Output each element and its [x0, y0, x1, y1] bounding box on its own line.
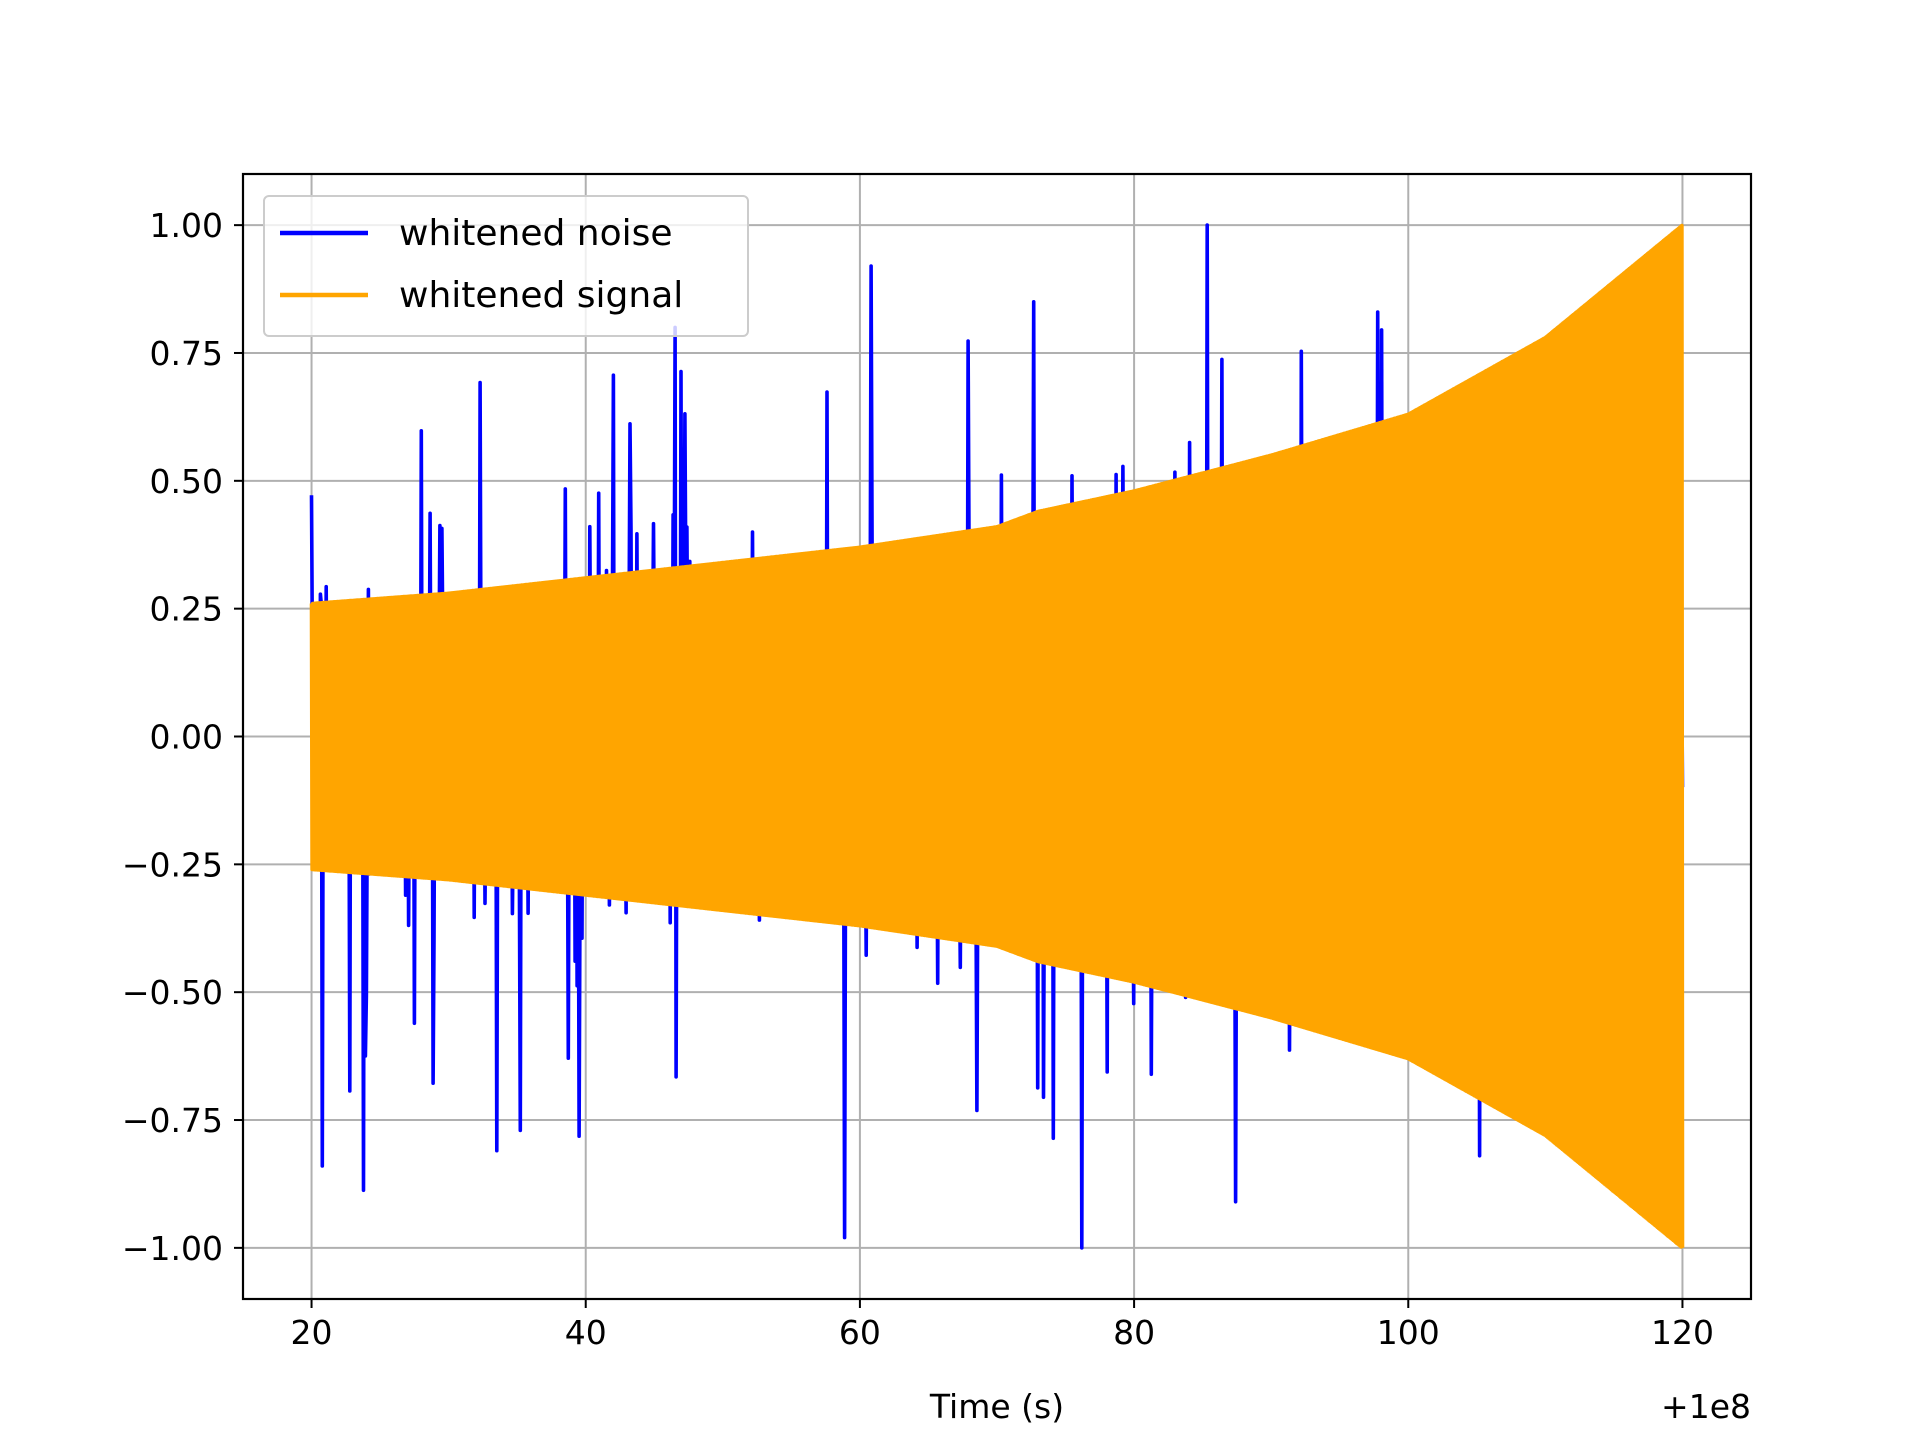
legend-label-whitened-signal: whitened signal	[399, 275, 683, 316]
legend-box	[263, 195, 749, 337]
x-axis-offset-text: +1e8	[1661, 1387, 1751, 1426]
x-tick-label: 60	[839, 1313, 881, 1352]
y-tick-label: −0.75	[122, 1101, 223, 1140]
y-tick-label: −0.25	[122, 845, 223, 884]
x-tick-labels: 20 40 60 80 100 120	[291, 1313, 1714, 1352]
x-tick-label: 80	[1113, 1313, 1155, 1352]
y-tick-label: −1.00	[122, 1229, 223, 1268]
series-line-whitened-signal	[309, 223, 1685, 1249]
x-tick-label: 20	[291, 1313, 333, 1352]
plot-series	[309, 223, 1685, 1250]
y-tick-label: 1.00	[150, 206, 223, 245]
y-tick-label: 0.50	[150, 462, 223, 501]
legend-label-whitened-noise: whitened noise	[399, 213, 673, 254]
y-tick-labels: −1.00 −0.75 −0.50 −0.25 0.00 0.25 0.50 0.75 1.00	[122, 206, 223, 1268]
y-tick-label: 0.75	[150, 334, 223, 373]
legend: whitened noise whitened signal	[263, 195, 749, 337]
y-tick-label: −0.50	[122, 973, 223, 1012]
x-axis-label: Time (s)	[929, 1387, 1064, 1426]
x-tick-label: 40	[565, 1313, 607, 1352]
x-tick-label: 120	[1651, 1313, 1714, 1352]
y-tick-label: 0.25	[150, 590, 223, 629]
y-tick-label: 0.00	[150, 718, 223, 757]
x-tick-label: 100	[1377, 1313, 1440, 1352]
tick-marks	[234, 224, 1684, 1308]
